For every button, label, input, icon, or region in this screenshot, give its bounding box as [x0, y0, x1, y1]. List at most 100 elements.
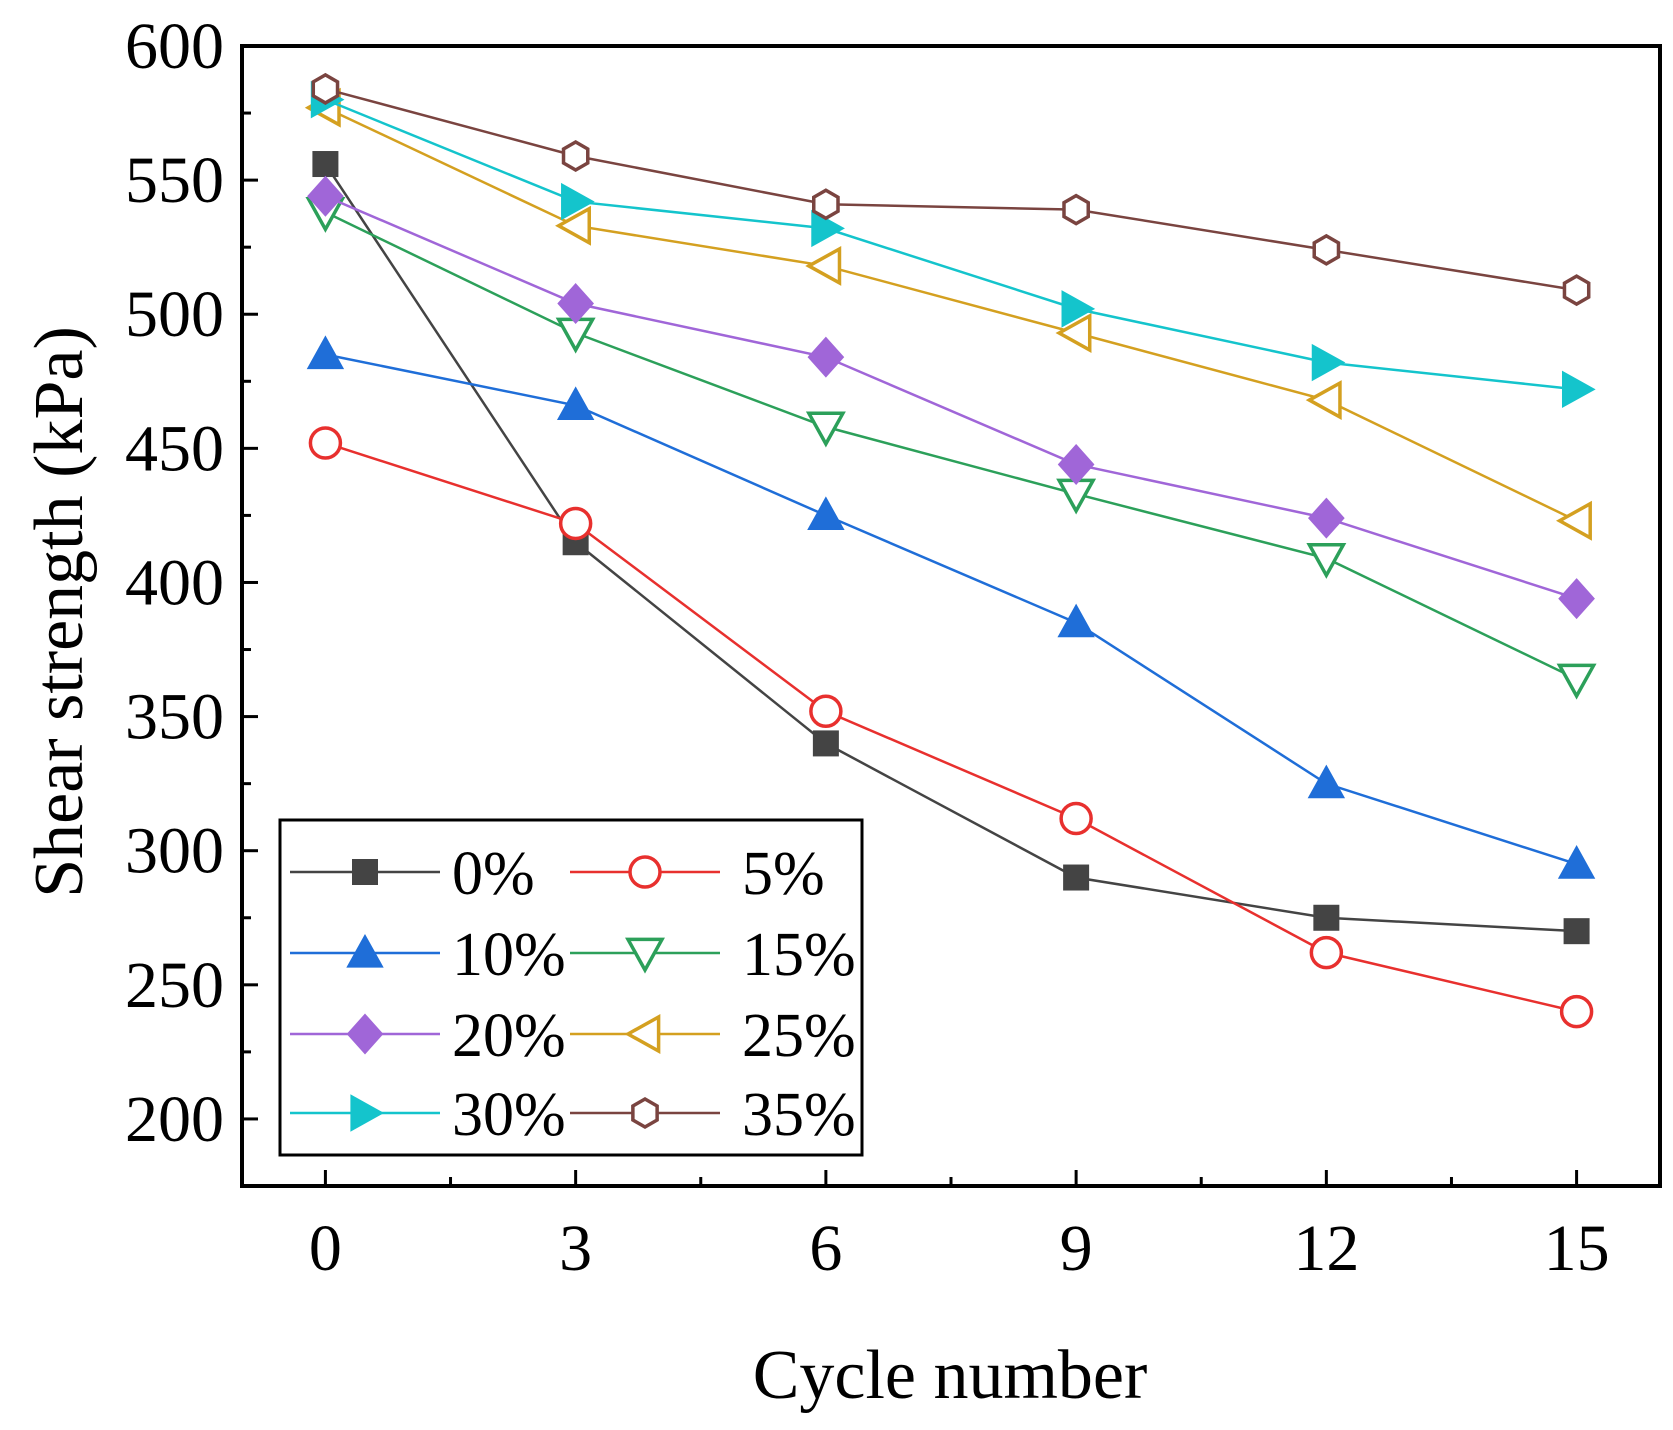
series-line [324, 106, 1578, 522]
data-point [809, 694, 843, 728]
data-point [1313, 904, 1340, 931]
data-point [1309, 935, 1344, 970]
legend-item-10pct: 10% [290, 921, 566, 989]
legend-marker [352, 859, 378, 885]
legend-label: 25% [742, 1002, 856, 1070]
data-point [1555, 500, 1592, 541]
x-tick-label: 15 [1544, 1212, 1610, 1285]
series-0pct [312, 151, 1590, 945]
data-point [811, 209, 845, 248]
data-point [1562, 274, 1591, 307]
x-tick-label: 3 [559, 1212, 592, 1285]
series-line [325, 441, 1577, 1013]
x-axis-title: Cycle number [753, 1337, 1148, 1414]
data-point [807, 496, 845, 531]
data-point [1561, 370, 1596, 409]
data-point [311, 72, 340, 105]
legend-marker [628, 855, 662, 889]
data-point [556, 386, 595, 421]
data-point [1055, 313, 1092, 353]
data-point [805, 245, 842, 286]
series-line [324, 211, 1578, 681]
legend-item-20pct: 20% [290, 1002, 566, 1070]
legend-item-35pct: 35% [570, 1081, 856, 1149]
data-point [1059, 801, 1093, 836]
data-point [1312, 233, 1341, 266]
data-point [1558, 578, 1595, 620]
legend-label: 15% [742, 921, 856, 989]
legend-item-0pct: 0% [290, 840, 535, 908]
y-tick-label: 400 [125, 546, 224, 619]
legend-marker [625, 937, 665, 974]
y-tick-label: 550 [125, 144, 224, 217]
series-10pct [306, 335, 1596, 879]
data-point [812, 730, 839, 757]
data-point [1557, 845, 1596, 879]
y-tick-label: 450 [125, 412, 224, 485]
y-tick-label: 350 [125, 681, 224, 754]
data-point [812, 188, 840, 221]
legend-label: 0% [452, 840, 535, 908]
series-line [325, 353, 1577, 866]
data-point [561, 139, 590, 172]
legend-label: 10% [452, 921, 566, 989]
series-35pct [311, 72, 1591, 307]
series-30pct [310, 80, 1596, 409]
data-point [312, 151, 339, 178]
x-tick-label: 9 [1060, 1212, 1093, 1285]
series-line [325, 87, 1577, 292]
data-point [561, 182, 595, 221]
data-point [1306, 542, 1347, 579]
data-point [1311, 343, 1346, 382]
series-line [324, 163, 1577, 933]
y-tick-label: 200 [125, 1083, 224, 1156]
data-point [308, 426, 343, 460]
legend-marker [346, 1013, 384, 1055]
y-tick-label: 300 [125, 815, 224, 888]
series-15pct [305, 196, 1597, 700]
data-point [1308, 497, 1345, 539]
data-point [1063, 864, 1090, 891]
series-line [324, 98, 1577, 391]
data-point [557, 283, 594, 325]
y-tick-label: 600 [125, 10, 224, 83]
data-point [558, 506, 593, 541]
series-25pct [304, 87, 1592, 541]
legend-label: 20% [452, 1002, 566, 1070]
legend-marker [346, 933, 384, 968]
data-point [555, 205, 591, 246]
data-point [306, 335, 345, 370]
data-point [1556, 663, 1597, 700]
series-5pct [308, 426, 1594, 1029]
y-tick-label: 500 [125, 278, 224, 351]
data-point [1563, 918, 1590, 945]
data-point [807, 336, 845, 378]
legend-marker [350, 1094, 385, 1132]
data-point [307, 175, 344, 217]
data-point [1305, 380, 1342, 421]
y-tick-label: 250 [125, 949, 224, 1022]
legend-label: 30% [452, 1081, 566, 1149]
series-line [324, 195, 1577, 600]
data-point [805, 411, 846, 448]
legend-marker [624, 1014, 661, 1054]
x-tick-label: 12 [1293, 1212, 1359, 1285]
legend-label: 35% [742, 1081, 856, 1149]
data-point [1057, 603, 1095, 638]
legend-marker [631, 1096, 659, 1130]
y-axis-title: Shear strength (kPa) [21, 326, 98, 898]
legend-label: 5% [742, 840, 825, 908]
series-20pct [307, 175, 1595, 620]
x-tick-label: 0 [309, 1212, 342, 1285]
data-point [1062, 193, 1090, 226]
x-tick-label: 6 [809, 1212, 842, 1285]
legend-item-30pct: 30% [290, 1081, 566, 1149]
data-point [1061, 290, 1096, 328]
data-point [1559, 994, 1594, 1029]
legend-item-15pct: 15% [570, 921, 856, 989]
data-point [1057, 443, 1095, 485]
data-point [1307, 764, 1346, 799]
legend-item-25pct: 25% [570, 1002, 856, 1070]
